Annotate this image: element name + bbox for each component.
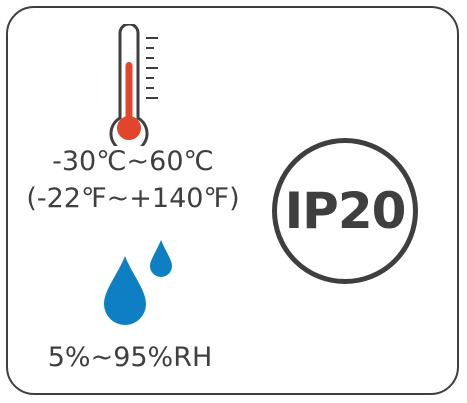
temperature-celsius-range: -30℃~60℃ <box>52 146 214 177</box>
ip-rating-text: IP20 <box>284 182 407 240</box>
humidity-range: 5%~95%RH <box>47 342 213 373</box>
thermometer-icon <box>109 24 158 146</box>
water-drops-icon <box>104 240 172 325</box>
temperature-fahrenheit-range: (-22℉~+140℉) <box>26 183 240 214</box>
spec-card <box>6 6 459 395</box>
ip-rating-badge: IP20 <box>272 138 418 284</box>
